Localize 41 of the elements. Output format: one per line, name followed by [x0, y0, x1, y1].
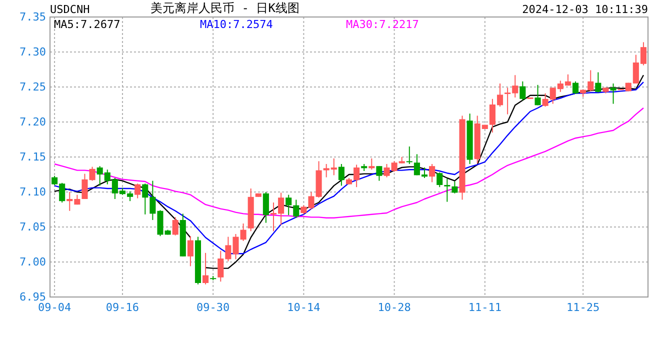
candlestick: [338, 164, 344, 186]
candlestick: [134, 183, 141, 199]
text: MA5:7.2677: [54, 18, 120, 31]
y-tick-label: 7.10: [20, 186, 46, 199]
x-tick-label: 09-30: [196, 300, 230, 314]
candlestick: [452, 181, 458, 194]
y-tick-label: 7.30: [20, 46, 46, 59]
candlestick: [187, 236, 194, 267]
x-tick-label: 10-14: [287, 300, 321, 314]
chart-subtitle: USDCNH: [50, 3, 90, 16]
candlestick: [436, 172, 443, 188]
text: MA30:7.2217: [346, 18, 419, 31]
text: 2024-12-03 10:11:39: [522, 3, 648, 16]
candlestick: [286, 194, 292, 216]
candlestick: [429, 164, 436, 183]
x-tick-label: 10-28: [378, 300, 411, 314]
candlestick: [610, 83, 616, 104]
candlestick: [172, 216, 178, 236]
y-tick-label: 7.05: [20, 220, 46, 234]
text: MA10:7.2574: [200, 18, 274, 31]
candlestick: [262, 192, 269, 224]
line-series: [54, 107, 644, 218]
x-tick-label: 09-16: [106, 300, 140, 314]
candlestick: [444, 178, 450, 202]
y-tick-label: 7.35: [20, 10, 46, 24]
y-tick-label: 7.00: [20, 256, 46, 269]
candlestick: [293, 199, 300, 218]
y-tick-label: 7.25: [20, 80, 46, 94]
candlestick: [595, 72, 602, 94]
x-tick-label: 11-25: [566, 300, 600, 314]
candlestick: [376, 166, 382, 182]
y-tick-label: 7.20: [20, 116, 46, 129]
chart-title: 美元离岸人民币 - 日K线图: [150, 1, 300, 15]
x-tick-label: 11-11: [468, 300, 502, 314]
candlestick: [406, 146, 412, 164]
candlestick: [202, 252, 209, 285]
candlestick: [534, 84, 541, 106]
candlestick: [572, 80, 579, 94]
candlestick: [368, 158, 375, 170]
y-tick-label: 7.15: [20, 150, 46, 164]
candlestick: [520, 80, 526, 101]
